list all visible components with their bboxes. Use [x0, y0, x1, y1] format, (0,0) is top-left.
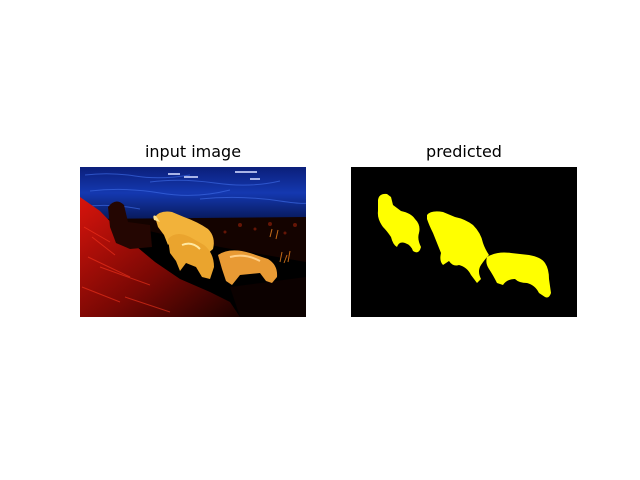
sheep-3: [218, 250, 278, 285]
hillside-texture: [81, 226, 171, 313]
sheep-3-highlight: [229, 254, 261, 262]
predicted-title: predicted: [426, 142, 502, 161]
sheep-2: [168, 233, 214, 279]
grass-tufts: [269, 228, 291, 264]
dark-foreground: [230, 277, 306, 317]
mask-sheep-2: [427, 211, 489, 283]
mask-sheep-1: [377, 193, 421, 253]
dark-figure: [108, 201, 152, 249]
sheep-2-highlight: [181, 242, 201, 250]
water-glints: [168, 171, 260, 180]
predicted-mask-panel: [351, 167, 577, 317]
sheep-1-head: [153, 215, 160, 222]
rock-highlights: [223, 222, 297, 235]
mask-sheep-3: [486, 252, 551, 298]
input-image-title: input image: [144, 142, 242, 161]
input-image-panel: [80, 167, 306, 317]
red-hillside: [80, 197, 240, 317]
input-image: [80, 167, 306, 317]
predicted-mask: [351, 167, 577, 317]
